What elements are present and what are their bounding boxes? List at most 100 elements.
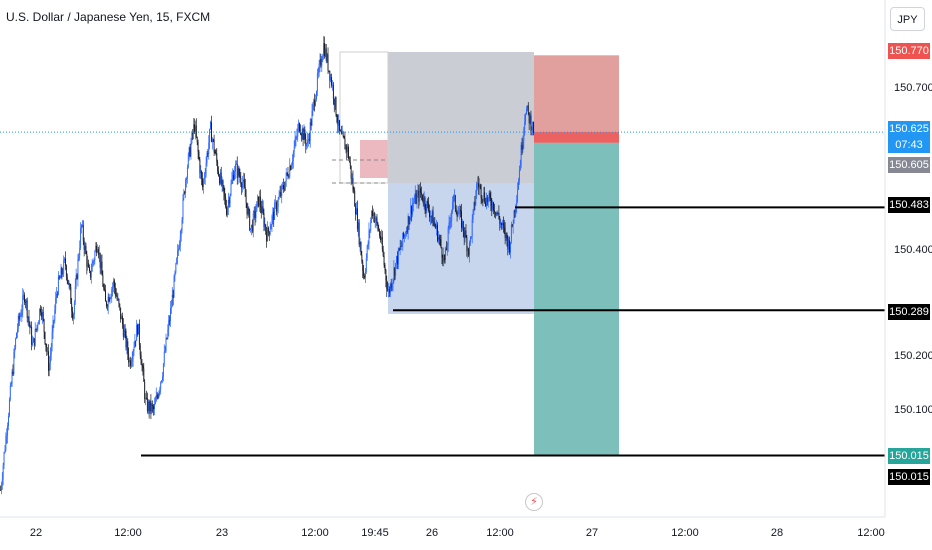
candle-body bbox=[497, 212, 499, 214]
candle-body bbox=[340, 131, 342, 134]
candle-body bbox=[133, 347, 135, 352]
candle-body bbox=[121, 316, 122, 320]
candle-body bbox=[387, 289, 389, 291]
candle-body bbox=[54, 309, 56, 321]
candle-body bbox=[236, 163, 238, 178]
candle-body bbox=[217, 161, 219, 172]
candle-body bbox=[451, 210, 453, 221]
candle-body bbox=[127, 341, 129, 354]
candle-body bbox=[300, 134, 302, 136]
candle-body bbox=[502, 222, 503, 226]
candle-body bbox=[150, 400, 152, 412]
candle-body bbox=[377, 222, 379, 230]
candle-body bbox=[70, 287, 72, 304]
candle-body bbox=[186, 167, 188, 179]
candle-body bbox=[375, 217, 377, 221]
candle-body bbox=[490, 198, 492, 206]
candle-body bbox=[491, 205, 493, 210]
candle-body bbox=[396, 256, 397, 264]
candle-body bbox=[388, 289, 390, 293]
time-tick: 22 bbox=[29, 527, 43, 539]
candle-body bbox=[362, 261, 364, 271]
candle-body bbox=[419, 188, 421, 202]
candle-body bbox=[2, 465, 4, 480]
candle-body bbox=[117, 298, 119, 300]
candle-body bbox=[29, 322, 31, 329]
candle-body bbox=[227, 207, 228, 215]
candle-body bbox=[242, 182, 244, 188]
candle-body bbox=[522, 141, 524, 150]
candle-body bbox=[453, 195, 455, 197]
candle-body bbox=[518, 181, 519, 190]
candle-body bbox=[299, 131, 301, 135]
candle-body bbox=[524, 121, 526, 129]
candle-body bbox=[103, 286, 105, 289]
candle-body bbox=[283, 188, 285, 190]
candle-body bbox=[462, 221, 464, 232]
stop-zone bbox=[534, 55, 619, 143]
candle-body bbox=[445, 248, 446, 261]
candle-body bbox=[281, 185, 283, 196]
candle-body bbox=[263, 213, 265, 227]
candle-body bbox=[158, 391, 160, 398]
candle-body bbox=[250, 228, 252, 230]
candle-body bbox=[441, 247, 443, 258]
candle-body bbox=[313, 99, 315, 105]
candle-body bbox=[256, 201, 258, 212]
candle-body bbox=[305, 139, 307, 146]
candle-body bbox=[358, 222, 360, 245]
price-tick: 150.700 bbox=[894, 82, 932, 94]
candle-body bbox=[90, 271, 92, 278]
candle-body bbox=[319, 58, 321, 65]
candle-body bbox=[416, 194, 418, 204]
candle-body bbox=[386, 280, 388, 290]
candle-body bbox=[450, 220, 452, 222]
time-tick: 12:00 bbox=[301, 527, 329, 539]
candle-body bbox=[342, 132, 344, 137]
candle-body bbox=[49, 355, 51, 364]
candle-body bbox=[474, 202, 476, 205]
lightning-icon[interactable]: ⚡ bbox=[525, 493, 543, 511]
candle-body bbox=[49, 363, 50, 371]
candle-body bbox=[247, 208, 249, 215]
candle-body bbox=[356, 208, 357, 215]
currency-button[interactable]: JPY bbox=[890, 7, 925, 31]
candle-body bbox=[224, 193, 226, 198]
candle-body bbox=[484, 192, 486, 203]
candle-body bbox=[271, 216, 273, 226]
candle-body bbox=[383, 256, 385, 265]
candle-body bbox=[47, 351, 49, 352]
candle-body bbox=[85, 245, 87, 254]
candle-body bbox=[163, 351, 165, 364]
candle-body bbox=[459, 209, 461, 214]
candle-body bbox=[18, 316, 20, 320]
candle-body bbox=[334, 97, 336, 106]
candle-body bbox=[105, 290, 106, 302]
candle-body bbox=[8, 416, 9, 426]
candle-body bbox=[264, 224, 266, 227]
candle-body bbox=[280, 191, 282, 196]
candle-body bbox=[325, 48, 327, 61]
candle-body bbox=[182, 198, 184, 220]
candle-body bbox=[312, 104, 314, 112]
candle-body bbox=[191, 132, 193, 144]
candle-body bbox=[295, 137, 297, 139]
candle-body bbox=[365, 258, 367, 272]
candle-body bbox=[244, 186, 246, 197]
time-tick: 26 bbox=[425, 527, 439, 539]
candle-body bbox=[128, 353, 130, 363]
candle-body bbox=[259, 196, 261, 208]
symbol-title[interactable]: U.S. Dollar / Japanese Yen, 15, FXCM bbox=[6, 10, 211, 24]
candle-body bbox=[139, 344, 141, 356]
candle-body bbox=[304, 129, 306, 140]
candle-body bbox=[347, 146, 349, 153]
candle-body bbox=[332, 84, 334, 100]
candle-body bbox=[331, 76, 333, 86]
candle-body bbox=[175, 263, 177, 273]
candle-body bbox=[230, 183, 232, 195]
candle-body bbox=[429, 216, 431, 218]
candle-body bbox=[83, 240, 85, 250]
candle-body bbox=[75, 274, 77, 286]
candle-body bbox=[91, 263, 93, 272]
